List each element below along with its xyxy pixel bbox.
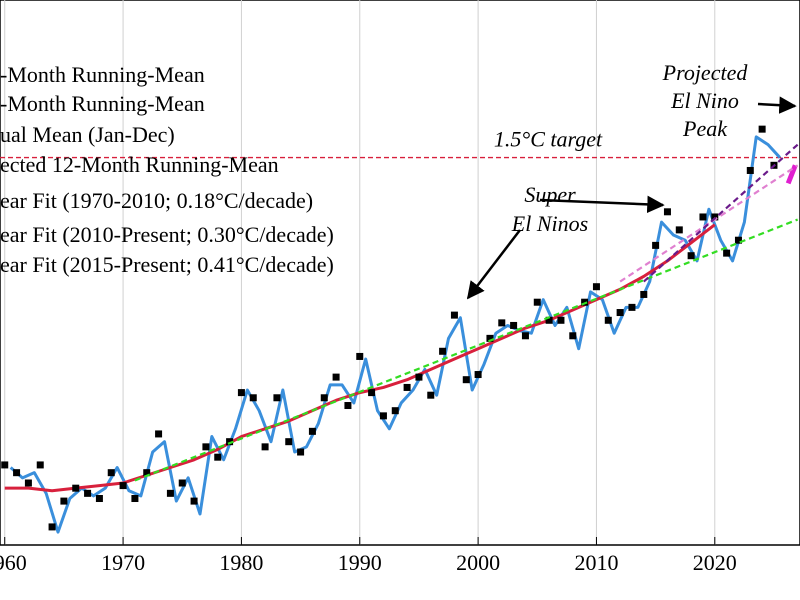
- annual-marker: [652, 241, 660, 249]
- fit-line: [619, 164, 799, 283]
- x-tick-label: 2010: [574, 550, 618, 575]
- annual-marker: [723, 249, 731, 257]
- arrow: [539, 195, 665, 214]
- annual-marker: [308, 427, 316, 435]
- annual-marker: [592, 283, 600, 291]
- annual-marker: [498, 319, 506, 327]
- annual-marker: [557, 316, 565, 324]
- annual-marker: [675, 226, 683, 234]
- annual-marker: [474, 371, 482, 379]
- annual-marker: [190, 497, 198, 505]
- annual-marker: [95, 495, 103, 503]
- annotation: Super: [524, 182, 576, 207]
- annual-marker: [746, 166, 754, 174]
- annotation: Projected: [662, 60, 749, 85]
- annual-marker: [48, 523, 56, 531]
- x-tick-label: 1970: [101, 550, 145, 575]
- annual-marker: [758, 125, 766, 133]
- annual-marker: [403, 383, 411, 391]
- annual-marker: [297, 448, 305, 456]
- legend-label: ear Fit (1970-2010; 0.18°C/decade): [0, 188, 313, 213]
- annual-marker: [332, 373, 340, 381]
- annual-marker: [521, 332, 529, 340]
- annual-marker: [368, 389, 376, 397]
- plot-area: [0, 0, 800, 546]
- annual-marker: [699, 213, 707, 221]
- annual-marker: [166, 489, 174, 497]
- legend-label: -Month Running-Mean: [0, 62, 205, 87]
- annual-marker: [450, 311, 458, 319]
- fit-line: [643, 143, 799, 283]
- annual-marker: [510, 321, 518, 329]
- annual-marker: [84, 489, 92, 497]
- annual-marker: [178, 479, 186, 487]
- annual-marker: [687, 252, 695, 260]
- annual-marker: [273, 394, 281, 402]
- annual-marker: [107, 469, 115, 477]
- annual-marker: [60, 497, 68, 505]
- annual-marker: [320, 394, 328, 402]
- annual-marker: [486, 334, 494, 342]
- annual-marker: [261, 443, 269, 451]
- annotation: Peak: [682, 116, 728, 141]
- annual-marker: [344, 402, 352, 410]
- legend-label: -Month Running-Mean: [0, 91, 205, 116]
- annual-marker: [72, 484, 80, 492]
- annual-marker: [214, 453, 222, 461]
- annual-marker: [237, 389, 245, 397]
- annual-marker: [1, 461, 9, 469]
- annual-marker: [24, 479, 32, 487]
- legend-label: ual Mean (Jan-Dec): [0, 122, 175, 147]
- annotation: El Ninos: [511, 211, 588, 236]
- annual-marker: [356, 352, 364, 360]
- annual-marker: [119, 482, 127, 490]
- legend-label: ear Fit (2010-Present; 0.30°C/decade): [0, 222, 334, 247]
- annual-marker: [663, 208, 671, 216]
- annual-marker: [379, 412, 387, 420]
- fit-line: [134, 218, 799, 482]
- target-label: 1.5°C target: [494, 127, 603, 152]
- legend-label: ected 12-Month Running-Mean: [0, 152, 279, 177]
- annual-marker: [533, 298, 541, 306]
- annual-marker: [249, 394, 257, 402]
- annual-marker: [131, 495, 139, 503]
- arrow: [466, 229, 521, 300]
- annual-marker: [427, 391, 435, 399]
- x-tick-label: 1980: [219, 550, 263, 575]
- x-tick-label: 2000: [456, 550, 500, 575]
- annual-marker: [628, 303, 636, 311]
- annual-marker: [36, 461, 44, 469]
- annual-marker: [13, 469, 21, 477]
- annual-marker: [415, 373, 423, 381]
- annual-marker: [202, 443, 210, 451]
- annual-marker: [143, 469, 151, 477]
- annual-marker: [569, 332, 577, 340]
- arrow: [757, 96, 797, 114]
- legend-label: ear Fit (2015-Present; 0.41°C/decade): [0, 252, 334, 277]
- annual-marker: [604, 316, 612, 324]
- annual-marker: [391, 407, 399, 415]
- x-tick-label: 1990: [338, 550, 382, 575]
- annual-marker: [640, 290, 648, 298]
- annual-marker: [155, 430, 163, 438]
- x-tick-label: 2020: [693, 550, 737, 575]
- annual-marker: [462, 376, 470, 384]
- x-tick-label: 1960: [0, 550, 27, 575]
- annual-marker: [226, 438, 234, 446]
- annual-marker: [734, 236, 742, 244]
- annual-marker: [545, 316, 553, 324]
- series-line: [785, 164, 798, 185]
- annual-marker: [581, 298, 589, 306]
- annual-marker: [616, 309, 624, 317]
- annual-marker: [439, 347, 447, 355]
- annual-marker: [285, 438, 293, 446]
- annotation: El Nino: [670, 88, 739, 113]
